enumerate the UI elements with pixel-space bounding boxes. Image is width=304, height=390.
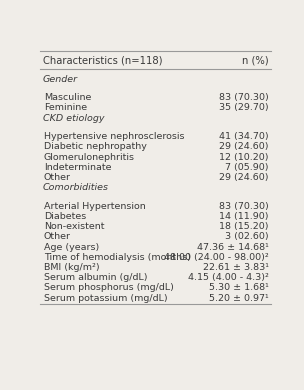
Text: Diabetes: Diabetes	[44, 212, 86, 221]
Text: n (%): n (%)	[242, 55, 269, 65]
Text: Serum albumin (g/dL): Serum albumin (g/dL)	[44, 273, 147, 282]
Text: Time of hemodialysis (months): Time of hemodialysis (months)	[44, 253, 191, 262]
Text: Comorbidities: Comorbidities	[43, 183, 109, 192]
Text: Feminine: Feminine	[44, 103, 87, 112]
Text: 41 (34.70): 41 (34.70)	[219, 132, 269, 141]
Text: 83 (70.30): 83 (70.30)	[219, 202, 269, 211]
Text: 4.15 (4.00 - 4.3)²: 4.15 (4.00 - 4.3)²	[188, 273, 269, 282]
Text: Serum potassium (mg/dL): Serum potassium (mg/dL)	[44, 294, 168, 303]
Text: Non-existent: Non-existent	[44, 222, 104, 231]
Text: Characteristics (n=118): Characteristics (n=118)	[43, 55, 162, 65]
Text: Indeterminate: Indeterminate	[44, 163, 111, 172]
Text: 29 (24.60): 29 (24.60)	[219, 173, 269, 182]
Text: Other: Other	[44, 173, 71, 182]
Text: 48.00 (24.00 - 98.00)²: 48.00 (24.00 - 98.00)²	[164, 253, 269, 262]
Text: 47.36 ± 14.68¹: 47.36 ± 14.68¹	[197, 243, 269, 252]
Text: Diabetic nephropathy: Diabetic nephropathy	[44, 142, 147, 151]
Text: 29 (24.60): 29 (24.60)	[219, 142, 269, 151]
Text: Glomerulonephritis: Glomerulonephritis	[44, 152, 135, 161]
Text: Hypertensive nephrosclerosis: Hypertensive nephrosclerosis	[44, 132, 185, 141]
Text: Age (years): Age (years)	[44, 243, 99, 252]
Text: Serum phosphorus (mg/dL): Serum phosphorus (mg/dL)	[44, 284, 174, 292]
Text: 5.30 ± 1.68¹: 5.30 ± 1.68¹	[209, 284, 269, 292]
Text: 14 (11.90): 14 (11.90)	[219, 212, 269, 221]
Text: Masculine: Masculine	[44, 93, 91, 102]
Text: Other: Other	[44, 232, 71, 241]
Text: 7 (05.90): 7 (05.90)	[225, 163, 269, 172]
Text: 35 (29.70): 35 (29.70)	[219, 103, 269, 112]
Text: 3 (02.60): 3 (02.60)	[225, 232, 269, 241]
Text: 83 (70.30): 83 (70.30)	[219, 93, 269, 102]
Text: CKD etiology: CKD etiology	[43, 114, 104, 123]
Text: BMI (kg/m²): BMI (kg/m²)	[44, 263, 99, 272]
Text: Gender: Gender	[43, 75, 78, 84]
Text: 22.61 ± 3.83¹: 22.61 ± 3.83¹	[203, 263, 269, 272]
Text: 12 (10.20): 12 (10.20)	[219, 152, 269, 161]
Text: 5.20 ± 0.97¹: 5.20 ± 0.97¹	[209, 294, 269, 303]
Text: 18 (15.20): 18 (15.20)	[219, 222, 269, 231]
Text: Arterial Hypertension: Arterial Hypertension	[44, 202, 146, 211]
